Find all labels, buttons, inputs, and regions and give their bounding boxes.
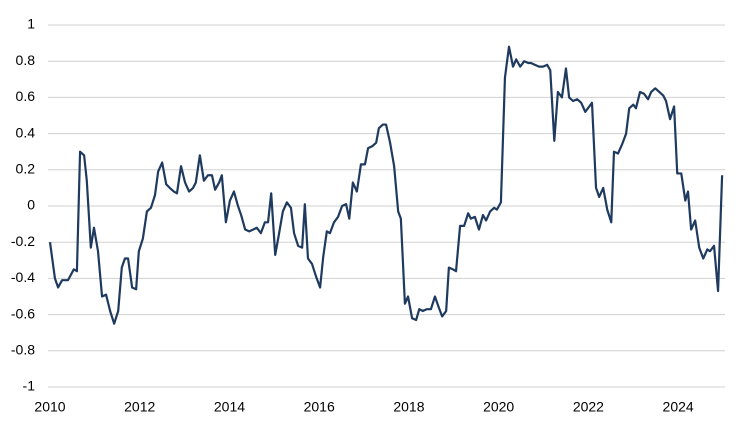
- y-tick-label: 0.2: [16, 161, 36, 177]
- x-tick-label: 2010: [34, 399, 65, 415]
- x-tick-label: 2022: [573, 399, 604, 415]
- y-tick-label: -0.2: [11, 233, 35, 249]
- y-tick-label: -0.4: [11, 269, 35, 285]
- x-tick-label: 2012: [124, 399, 155, 415]
- y-tick-label: 1: [27, 16, 35, 32]
- x-tick-label: 2018: [393, 399, 424, 415]
- x-tick-label: 2024: [663, 399, 694, 415]
- x-tick-label: 2016: [304, 399, 335, 415]
- y-tick-label: -1: [23, 378, 36, 394]
- x-tick-label: 2014: [214, 399, 245, 415]
- data-line: [48, 45, 724, 325]
- y-tick-label: 0: [27, 197, 35, 213]
- y-tick-label: 0.4: [16, 124, 36, 140]
- y-tick-label: 0.6: [16, 88, 36, 104]
- x-tick-label: 2020: [483, 399, 514, 415]
- y-tick-label: -0.8: [11, 342, 35, 358]
- y-tick-label: -0.6: [11, 305, 35, 321]
- y-tick-label: 0.8: [16, 52, 36, 68]
